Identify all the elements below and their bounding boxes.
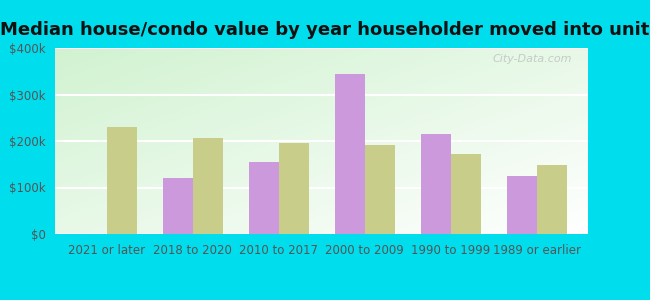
Bar — [537, 165, 567, 234]
Bar — [279, 143, 309, 234]
Text: Median house/condo value by year householder moved into unit: Median house/condo value by year househo… — [0, 21, 650, 39]
Bar — [249, 162, 279, 234]
Bar — [107, 127, 137, 234]
Bar — [162, 178, 193, 234]
Bar — [365, 145, 395, 234]
Bar — [450, 154, 481, 234]
Text: City-Data.com: City-Data.com — [493, 54, 572, 64]
Bar — [506, 176, 537, 234]
Bar — [335, 74, 365, 234]
Bar — [421, 134, 450, 234]
Bar — [193, 138, 223, 234]
